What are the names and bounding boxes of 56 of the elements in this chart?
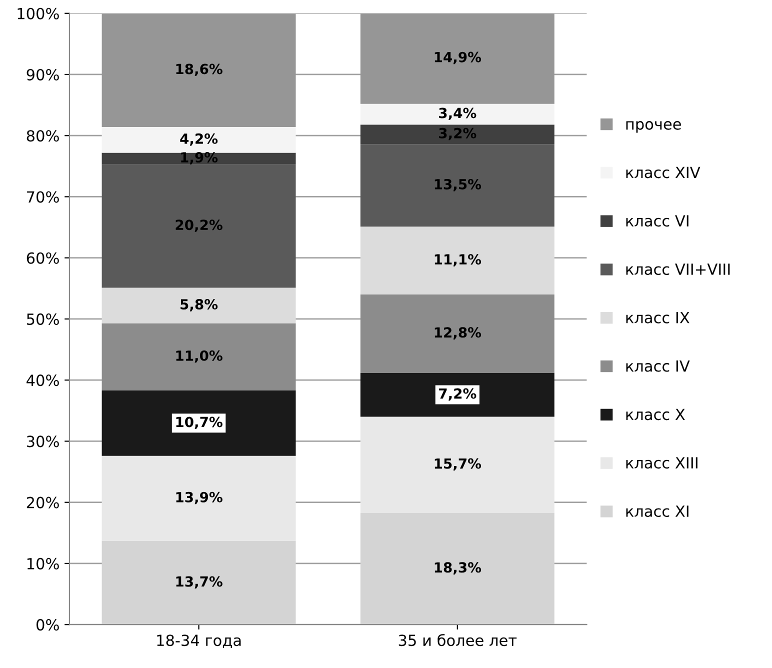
y-tick-label: 70% [27, 191, 59, 203]
data-label: 7,2% [439, 388, 476, 401]
data-label: 5,8% [180, 299, 218, 312]
y-tick-label: 30% [26, 436, 59, 448]
legend-label: прочее [626, 121, 681, 133]
bar [102, 288, 296, 324]
data-label: 11,1% [434, 254, 482, 266]
data-label: 20,2% [176, 220, 222, 232]
y-tick-label: 90% [26, 68, 59, 81]
bar [102, 127, 296, 153]
legend-label: класс VII+VIII [626, 264, 730, 276]
y-tick-label: 100% [18, 8, 59, 20]
y-tick-label: 10% [27, 558, 59, 570]
data-label: 13,5% [434, 178, 482, 192]
y-tick-label: 0% [36, 619, 59, 631]
legend-label: класс XI [626, 506, 688, 517]
y-tick-label: 40% [26, 374, 59, 386]
data-label: 13,9% [176, 492, 222, 504]
x-tick-label: 18-34 года [157, 634, 241, 648]
legend-label: класс XIII [626, 457, 698, 469]
data-label: 3,4% [439, 108, 476, 120]
legend-label: класс X [626, 408, 685, 420]
data-label: 18,6% [176, 64, 222, 76]
legend-label: класс XIV [626, 166, 700, 178]
bar [360, 226, 554, 295]
bar [102, 540, 296, 625]
data-label: 12,8% [434, 327, 482, 340]
bar [102, 164, 296, 288]
data-label: 10,7% [176, 416, 222, 429]
data-label: 11,0% [176, 350, 222, 363]
bar [102, 152, 296, 164]
bar [360, 294, 554, 373]
data-label: 3,2% [439, 128, 476, 140]
legend-label: класс IX [626, 312, 690, 324]
bar [360, 144, 554, 227]
legend-label: класс IV [626, 360, 690, 372]
bar [102, 456, 296, 541]
x-tick-label: 35 и более лет [398, 634, 517, 646]
bar [360, 512, 554, 625]
data-label: 1,9% [181, 152, 218, 164]
legend-label: класс VI [626, 215, 688, 227]
data-label: 18,3% [434, 562, 482, 574]
bar [360, 372, 554, 417]
bar [360, 104, 554, 125]
data-label: 14,9% [434, 52, 482, 64]
y-tick-label: 50% [26, 313, 59, 325]
bar [102, 390, 296, 456]
data-label: 15,7% [434, 458, 482, 471]
y-tick-label: 80% [26, 130, 59, 142]
y-tick-label: 60% [26, 252, 59, 264]
data-label: 13,7% [176, 576, 222, 589]
y-tick-label: 20% [26, 496, 59, 508]
bar [360, 124, 554, 144]
bar [360, 416, 554, 513]
bar [102, 323, 296, 390]
data-label: 4,2% [180, 133, 218, 146]
